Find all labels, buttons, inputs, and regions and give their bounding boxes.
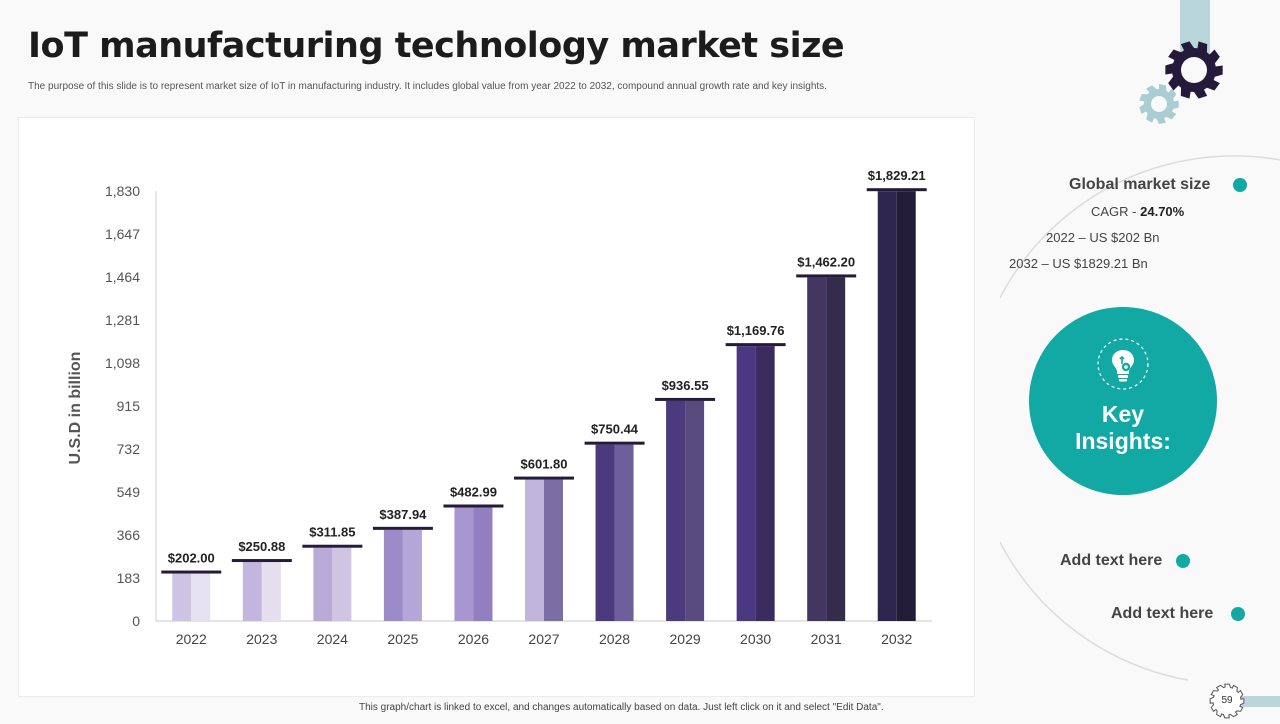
data-label-2024: $311.85 xyxy=(309,525,355,540)
bar-2022-left[interactable] xyxy=(172,573,192,621)
bar-2030-left[interactable] xyxy=(736,346,756,621)
bar-cap-2030 xyxy=(725,343,786,347)
decorative-bar xyxy=(1240,696,1280,707)
add-text-label-2[interactable]: Add text here xyxy=(1111,605,1214,622)
bar-2024-left[interactable] xyxy=(313,547,333,621)
decorative-arc xyxy=(1000,155,1280,681)
bar-chart[interactable]: 0 183 366 549 732 915 1,098 1,281 1,464 1,647 1,83… xyxy=(19,118,974,696)
data-label-2029: $936.55 xyxy=(662,378,709,393)
bar-cap-2027 xyxy=(514,476,574,480)
bar-cap-2022 xyxy=(161,570,222,574)
bar-cap-2028 xyxy=(584,441,645,445)
y-tick-label: 1,830 xyxy=(105,183,140,199)
x-tick-label: 2029 xyxy=(670,631,701,647)
cagr-prefix: CAGR - xyxy=(1091,204,1141,219)
bar-2032-left[interactable] xyxy=(877,191,897,621)
data-label-2031: $1,462.20 xyxy=(797,254,855,269)
bar-cap-2026 xyxy=(443,504,504,508)
bar-2025-right[interactable] xyxy=(402,529,422,621)
x-tick-label: 2030 xyxy=(740,631,771,647)
x-tick-label: 2023 xyxy=(246,631,277,647)
bar-2028-right[interactable] xyxy=(614,444,634,621)
slide-subtitle: The purpose of this slide is to represen… xyxy=(28,81,827,92)
bar-cap-2032 xyxy=(866,188,927,192)
data-label-2026: $482.99 xyxy=(450,485,497,500)
data-label-2023: $250.88 xyxy=(238,539,285,554)
bar-2028-left[interactable] xyxy=(595,444,615,621)
y-tick-label: 366 xyxy=(117,527,141,543)
bullet-dot xyxy=(1233,178,1247,192)
slide-title: IoT manufacturing technology market size xyxy=(28,26,845,66)
x-tick-label: 2024 xyxy=(317,631,348,647)
data-label-2028: $750.44 xyxy=(591,422,639,437)
bar-2027-right[interactable] xyxy=(544,479,563,621)
cagr-value: 24.70% xyxy=(1140,204,1185,219)
data-label-2030: $1,169.76 xyxy=(727,323,785,338)
page-number: 59 xyxy=(1221,695,1233,706)
x-tick-label: 2022 xyxy=(176,631,207,647)
key-insights-heading: Key Insights: xyxy=(1029,401,1217,455)
add-text-label-1[interactable]: Add text here xyxy=(1060,552,1163,569)
y-tick-label: 183 xyxy=(117,570,141,586)
bar-cap-2024 xyxy=(302,544,363,548)
gear-outline-icon xyxy=(1209,683,1245,719)
y-tick-label: 732 xyxy=(117,441,141,457)
x-tick-label: 2027 xyxy=(528,631,559,647)
gear-icon xyxy=(1165,41,1223,99)
bar-2030-right[interactable] xyxy=(755,346,775,621)
bar-2023-right[interactable] xyxy=(261,562,281,621)
data-label-2027: $601.80 xyxy=(521,457,568,472)
lightbulb-gear-icon xyxy=(1097,338,1149,390)
page-number-badge: 59 xyxy=(1209,683,1245,719)
bar-2031-left[interactable] xyxy=(807,277,827,621)
x-tick-label: 2032 xyxy=(881,631,912,647)
bar-2023-left[interactable] xyxy=(242,562,262,621)
data-label-2025: $387.94 xyxy=(379,507,427,522)
bullet-dot xyxy=(1231,607,1245,621)
value-2032-text: 2032 – US $1829.21 Bn xyxy=(1009,256,1148,271)
y-tick-label: 1,647 xyxy=(105,226,140,242)
bar-2029-right[interactable] xyxy=(685,400,705,621)
y-tick-label: 915 xyxy=(117,398,141,414)
bar-2026-left[interactable] xyxy=(454,507,474,621)
gear-icon xyxy=(1139,84,1179,124)
y-tick-label: 1,098 xyxy=(105,355,140,371)
cagr-text: CAGR - 24.70% xyxy=(1091,204,1184,219)
key-insights-line1: Key xyxy=(1101,401,1145,427)
y-tick-label: 1,281 xyxy=(105,312,140,328)
chart-footnote: This graph/chart is linked to excel, and… xyxy=(359,702,884,713)
x-tick-label: 2026 xyxy=(458,631,489,647)
x-tick-label: 2028 xyxy=(599,631,630,647)
bar-2025-left[interactable] xyxy=(383,529,403,621)
bar-2024-right[interactable] xyxy=(332,547,352,621)
global-market-size-label: Global market size xyxy=(1069,176,1211,193)
bar-2027-left[interactable] xyxy=(525,479,544,621)
y-tick-label: 1,464 xyxy=(105,269,140,285)
key-insights-line2: Insights: xyxy=(1075,428,1171,454)
x-tick-label: 2025 xyxy=(387,631,418,647)
bar-2022-right[interactable] xyxy=(191,573,211,621)
bar-2032-right[interactable] xyxy=(896,191,916,621)
chart-panel[interactable]: 0 183 366 549 732 915 1,098 1,281 1,464 1,647 1,83… xyxy=(18,117,975,697)
y-tick-label: 0 xyxy=(132,613,140,629)
y-axis-label: U.S.D in billion xyxy=(67,352,84,465)
key-insights-circle: Key Insights: xyxy=(1029,307,1217,495)
bar-cap-2023 xyxy=(231,559,292,563)
value-2022-text: 2022 – US $202 Bn xyxy=(1046,230,1160,245)
data-label-2022: $202.00 xyxy=(168,551,215,566)
bullet-dot xyxy=(1176,554,1190,568)
bar-cap-2029 xyxy=(655,397,716,401)
bar-2031-right[interactable] xyxy=(826,277,846,621)
bar-cap-2025 xyxy=(372,526,433,530)
x-tick-label: 2031 xyxy=(811,631,842,647)
bar-cap-2031 xyxy=(796,274,857,278)
bar-2026-right[interactable] xyxy=(473,507,493,621)
data-label-2032: $1,829.21 xyxy=(868,168,926,183)
y-tick-label: 549 xyxy=(117,484,141,500)
bar-2029-left[interactable] xyxy=(666,400,686,621)
